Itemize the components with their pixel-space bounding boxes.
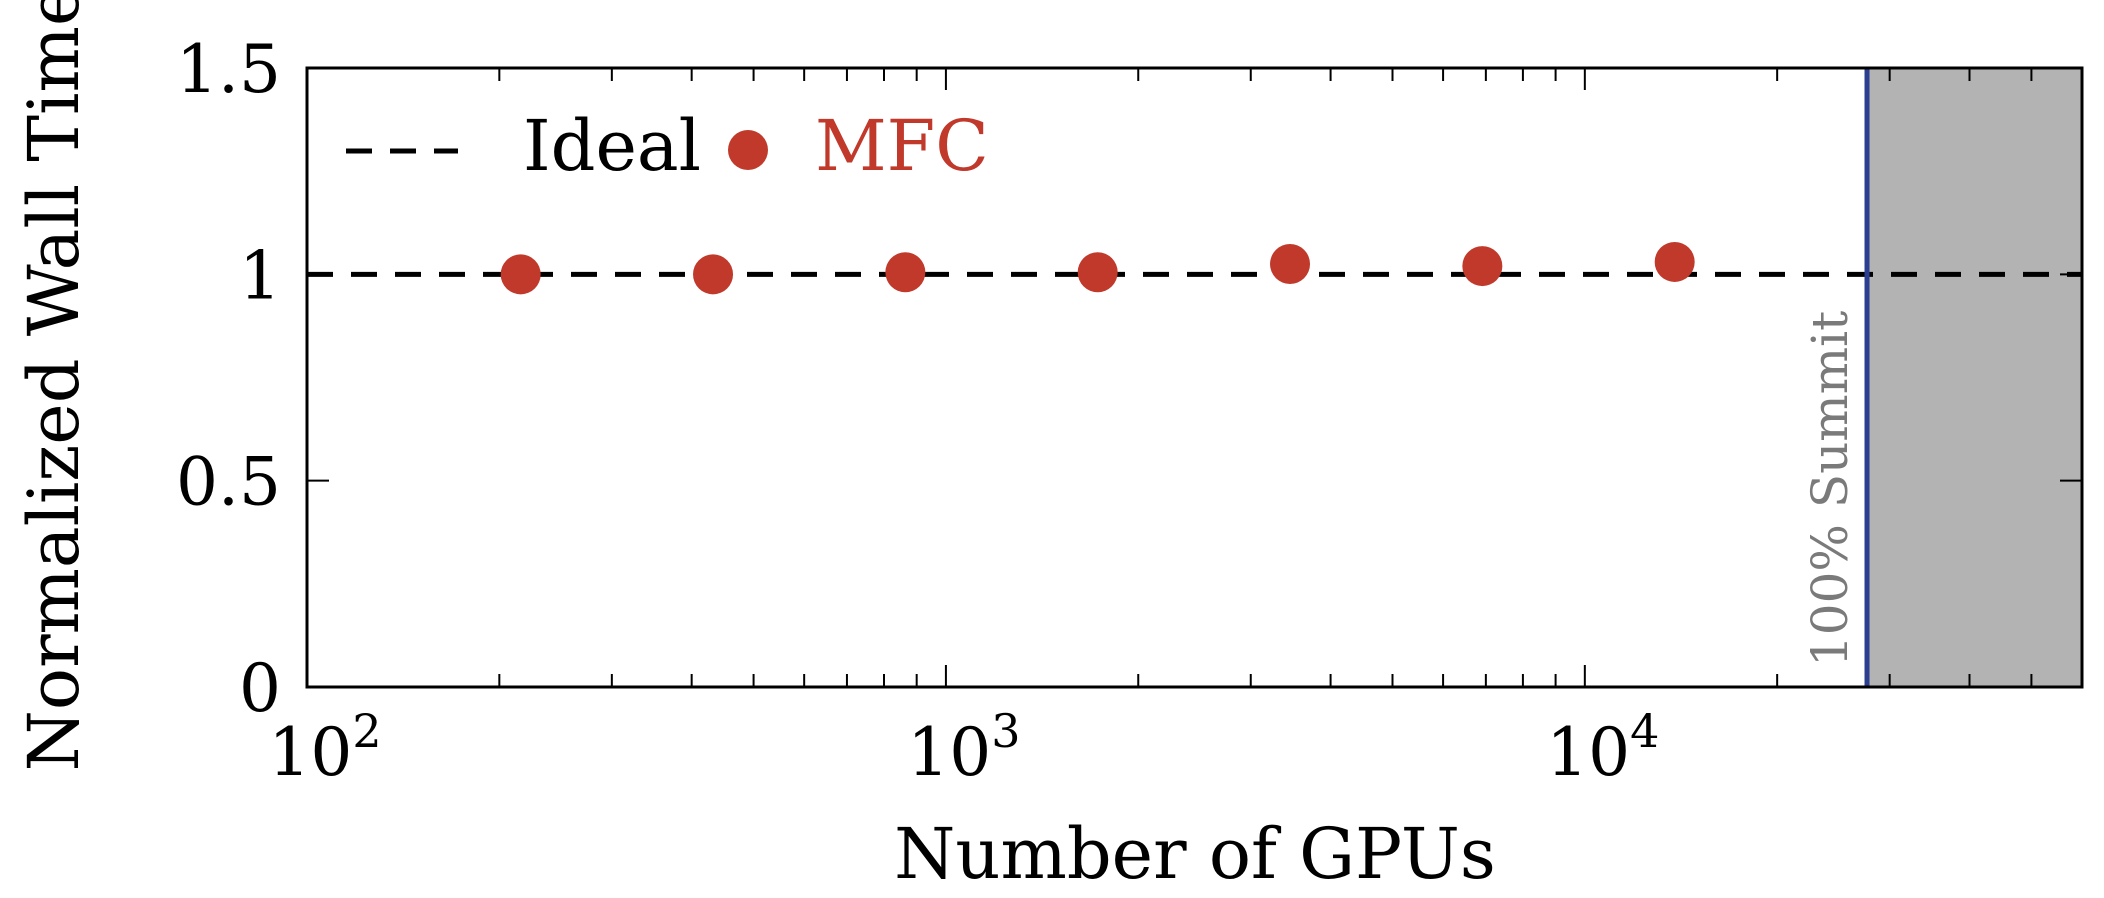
axis-ticks [306,67,2083,688]
legend-mfc-label: MFC [815,105,989,187]
mfc-point [1654,241,1695,282]
y-axis-title: Normalized Wall Time [13,0,95,771]
y-tick-label: 0.5 [176,444,281,521]
mfc-point [500,254,541,295]
plot-frame [305,66,2084,689]
summit-label: 100% Summit [1801,311,1859,667]
legend: Ideal MFC [346,105,989,187]
x-axis-title: Number of GPUs [894,813,1496,895]
y-tick-label: 0 [239,650,281,727]
summit-shaded-region [1867,68,2082,687]
legend-mfc-marker [728,130,768,170]
y-tick-label: 1.5 [176,31,281,108]
legend-ideal-label: Ideal [523,105,701,187]
y-tick-label: 1 [239,237,281,314]
mfc-point [693,254,734,295]
mfc-point [1270,244,1311,285]
mfc-point [885,252,926,293]
mfc-point [1462,246,1503,287]
mfc-point [1077,252,1118,293]
mfc-points [500,241,1695,295]
